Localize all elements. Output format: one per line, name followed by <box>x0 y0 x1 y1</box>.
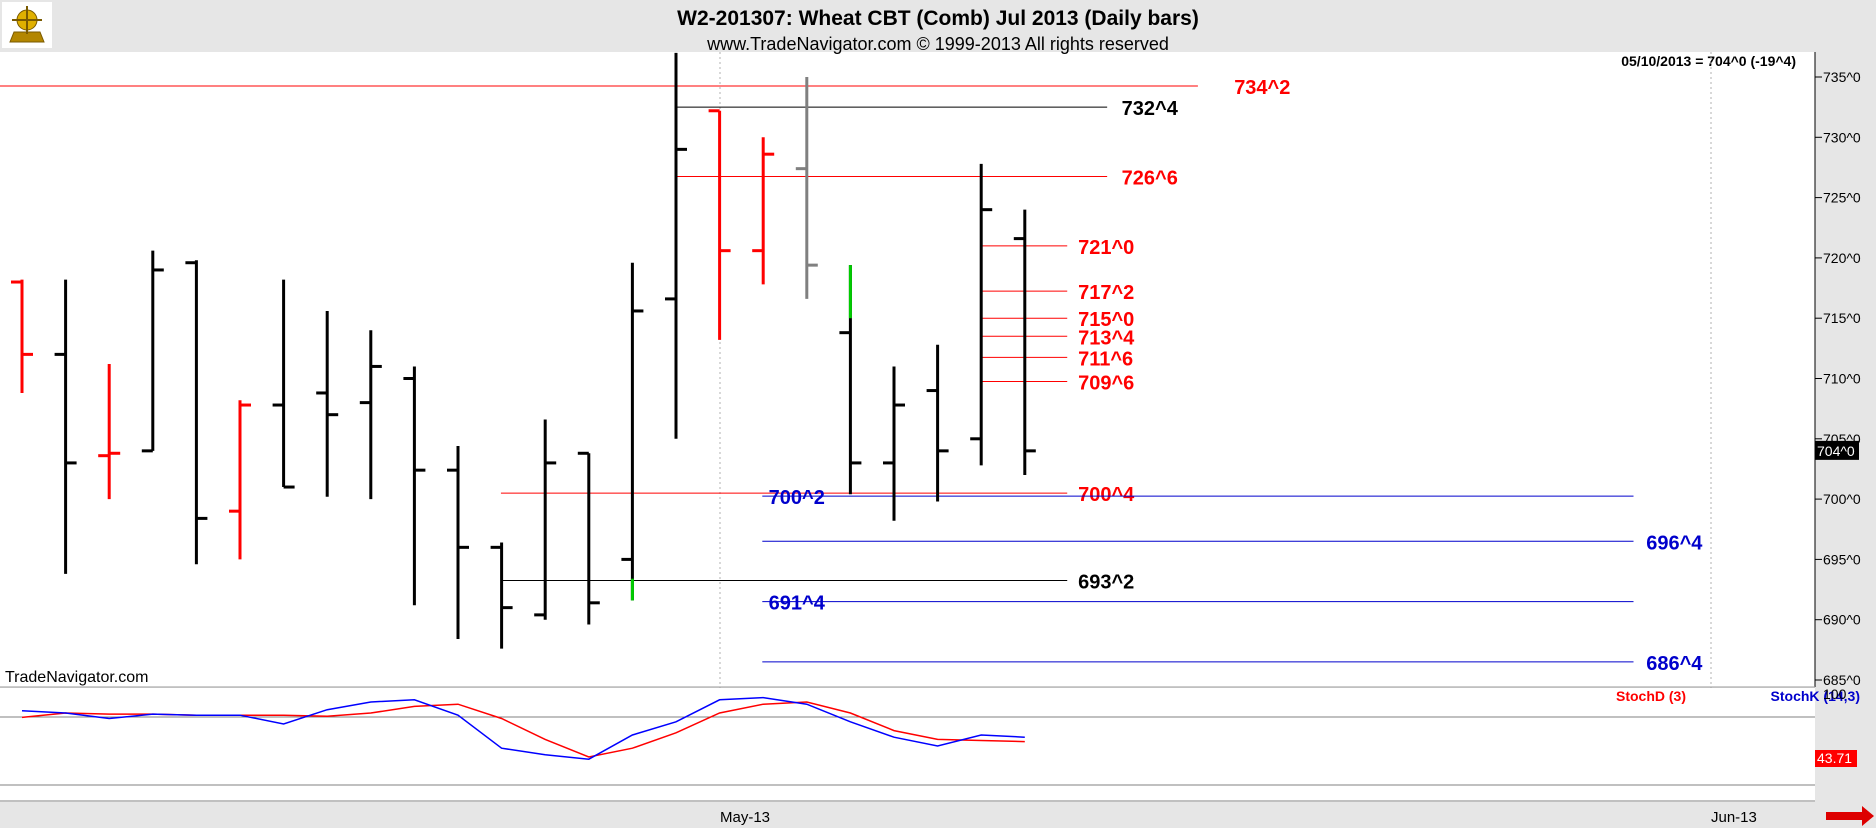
price-axis: 685^0690^0695^0700^0705^0710^0715^0720^0… <box>1814 52 1861 688</box>
level-label: 696^4 <box>1646 532 1703 554</box>
trade-navigator-logo <box>2 2 52 48</box>
price-tick-label: 725^0 <box>1823 190 1861 206</box>
price-bars <box>11 52 1036 649</box>
chart-subtitle: www.TradeNavigator.com © 1999-2013 All r… <box>706 34 1169 54</box>
level-label: 721^0 <box>1078 237 1134 259</box>
level-label: 700^4 <box>1078 484 1135 506</box>
level-label: 726^6 <box>1122 167 1178 189</box>
level-label: 713^4 <box>1078 327 1135 349</box>
stoch-panel <box>0 688 1815 800</box>
level-label: 693^2 <box>1078 572 1134 594</box>
stoch-last-value-box <box>1815 750 1857 767</box>
level-label: 732^4 <box>1122 98 1179 120</box>
plot-background <box>0 52 1815 687</box>
stoch-series-line <box>21 696 1025 760</box>
legend-stochk: StochK (14,3) <box>1771 688 1860 704</box>
price-tick-label: 690^0 <box>1823 612 1861 628</box>
stoch-lines <box>21 696 1025 760</box>
legend-stochd: StochD (3) <box>1616 688 1686 704</box>
price-tick-label: 710^0 <box>1823 371 1861 387</box>
date-tick-may: May-13 <box>720 809 770 826</box>
price-tick-label: 715^0 <box>1823 310 1861 326</box>
level-label: 709^6 <box>1078 373 1134 395</box>
stoch-last-value: 43.71 <box>1817 750 1852 766</box>
scroll-right-arrow-icon[interactable] <box>1826 806 1874 826</box>
level-label: 691^4 <box>769 593 826 615</box>
level-label: 717^2 <box>1078 282 1134 304</box>
level-label: 734^2 <box>1234 77 1290 99</box>
chart-title: W2-201307: Wheat CBT (Comb) Jul 2013 (Da… <box>677 7 1199 30</box>
level-label: 700^2 <box>769 487 825 509</box>
last-price-box <box>1815 440 1859 460</box>
price-tick-label: 735^0 <box>1823 69 1861 85</box>
price-tick-label: 685^0 <box>1823 672 1861 688</box>
price-tick-label: 730^0 <box>1823 129 1861 145</box>
date-axis <box>0 801 1876 828</box>
level-label: 686^4 <box>1646 653 1703 675</box>
price-axis-background <box>1815 52 1876 802</box>
last-price-label: 704^0 <box>1817 443 1855 459</box>
stoch-tick-100: 100 <box>1823 686 1847 702</box>
date-tick-jun: Jun-13 <box>1711 809 1757 826</box>
last-bar-info: 05/10/2013 = 704^0 (-19^4) <box>1621 53 1796 69</box>
price-tick-label: 695^0 <box>1823 551 1861 567</box>
price-levels: 734^2 732^4 726^6 721^0 717^2 715^0713^4711^6… <box>0 77 1703 675</box>
price-tick-label: 720^0 <box>1823 250 1861 266</box>
level-label: 711^6 <box>1078 348 1133 370</box>
price-tick-label: 700^0 <box>1823 491 1861 507</box>
level-label: 715^0 <box>1078 309 1134 331</box>
watermark: TradeNavigator.com <box>5 669 148 686</box>
